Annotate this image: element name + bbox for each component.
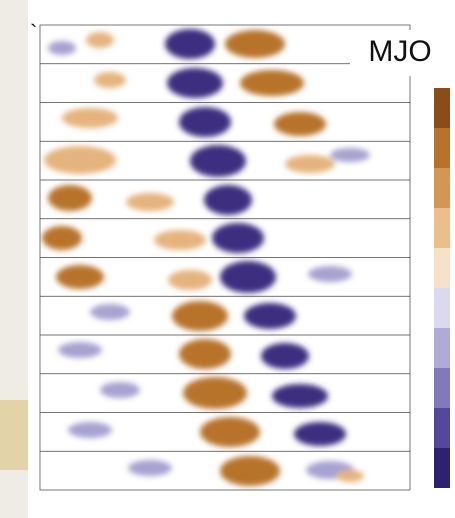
colorbar-segment bbox=[434, 448, 450, 488]
blob bbox=[56, 265, 104, 289]
colorbar-segment bbox=[434, 168, 450, 208]
colorbar-segment bbox=[434, 328, 450, 368]
blob bbox=[225, 30, 285, 58]
colorbar-segment bbox=[434, 208, 450, 248]
blob bbox=[126, 193, 174, 211]
blob bbox=[172, 301, 228, 331]
colorbar-segment bbox=[434, 128, 450, 168]
blob bbox=[212, 223, 264, 253]
blob bbox=[128, 460, 172, 476]
blob bbox=[90, 304, 130, 320]
colorbar-segment bbox=[434, 368, 450, 408]
blob bbox=[220, 261, 276, 293]
blob bbox=[86, 32, 114, 48]
blob bbox=[190, 145, 246, 177]
blob bbox=[62, 108, 118, 128]
colorbar bbox=[434, 88, 450, 488]
blob bbox=[154, 230, 206, 250]
blob bbox=[183, 377, 247, 409]
blob bbox=[168, 270, 212, 290]
blob bbox=[294, 422, 346, 446]
strip-dividers bbox=[40, 63, 410, 452]
blob bbox=[285, 155, 335, 173]
blob bbox=[100, 382, 140, 398]
blob bbox=[48, 185, 92, 211]
colorbar-segment bbox=[434, 288, 450, 328]
blob bbox=[68, 422, 112, 438]
blob bbox=[336, 470, 364, 482]
stray-mark: ` bbox=[30, 20, 37, 45]
blob bbox=[44, 146, 116, 174]
blob bbox=[94, 72, 126, 88]
blob bbox=[261, 343, 309, 369]
blob bbox=[244, 303, 296, 329]
colorbar-segment bbox=[434, 88, 450, 128]
blob bbox=[240, 70, 304, 96]
blob bbox=[42, 226, 82, 250]
panels bbox=[39, 24, 411, 491]
blob bbox=[58, 342, 102, 358]
colorbar-segment bbox=[434, 408, 450, 448]
colorbar-segment bbox=[434, 248, 450, 288]
blob bbox=[272, 384, 328, 408]
anomaly-blobs bbox=[42, 29, 370, 486]
blob bbox=[179, 107, 231, 137]
figure-label: MJO bbox=[368, 35, 431, 68]
blob bbox=[165, 29, 215, 59]
blob bbox=[330, 148, 370, 162]
blob bbox=[308, 266, 352, 282]
blob bbox=[200, 417, 260, 447]
blob bbox=[48, 41, 76, 55]
blob bbox=[204, 185, 252, 215]
blob bbox=[220, 456, 280, 486]
left-accent bbox=[0, 400, 28, 470]
label-box bbox=[350, 30, 450, 76]
blob bbox=[179, 339, 231, 369]
blob bbox=[274, 112, 326, 136]
blob bbox=[167, 68, 223, 98]
